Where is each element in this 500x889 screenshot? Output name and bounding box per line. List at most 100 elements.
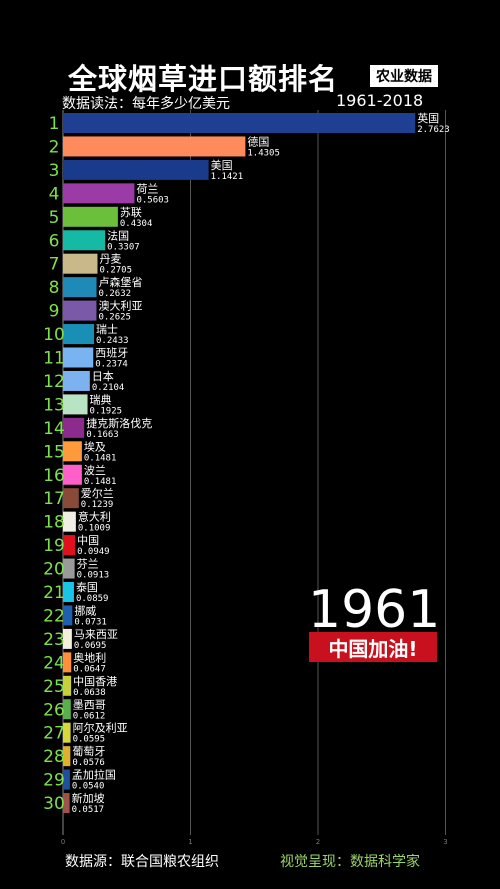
value-label: 1.4305	[247, 148, 280, 158]
value-label: 0.2374	[95, 360, 128, 370]
value-label: 0.0859	[76, 594, 109, 604]
chart-subtitle: 数据读法：每年多少亿美元	[62, 96, 230, 112]
rank-label: 5	[49, 208, 60, 228]
country-label: 奥地利	[73, 650, 106, 664]
country-label: 卢森堡省	[99, 275, 143, 289]
rank-label: 29	[43, 771, 65, 791]
rank-label: 9	[49, 302, 60, 322]
country-label: 中国香港	[73, 675, 117, 688]
country-label: 美国	[211, 159, 233, 172]
bar	[63, 628, 72, 649]
country-label: 法国	[107, 228, 129, 242]
rank-label: 16	[43, 466, 65, 486]
value-label: 0.1009	[78, 524, 111, 534]
country-label: 苏联	[120, 206, 142, 219]
value-label: 2.7623	[417, 125, 450, 135]
value-label: 1.1421	[211, 172, 244, 182]
country-label: 泰国	[76, 580, 98, 594]
bar	[63, 582, 74, 602]
country-label: 墨西哥	[73, 698, 106, 711]
bar	[63, 300, 97, 321]
country-label: 马来西亚	[74, 628, 118, 641]
value-label: 0.2632	[99, 289, 132, 299]
category-badge: 农业数据	[370, 65, 438, 87]
rank-label: 8	[49, 278, 60, 298]
bar	[63, 558, 75, 579]
bar	[63, 535, 76, 556]
value-label: 0.2705	[99, 266, 132, 276]
bar	[63, 511, 76, 532]
rank-label: 10	[43, 325, 65, 345]
bar	[63, 652, 72, 673]
bar	[63, 441, 82, 462]
rank-label: 27	[43, 724, 65, 744]
value-label: 0.2625	[98, 313, 131, 323]
rank-label: 19	[43, 536, 65, 556]
country-label: 意大利	[78, 510, 111, 524]
country-label: 瑞典	[90, 392, 112, 406]
bar	[63, 488, 79, 509]
value-label: 0.0517	[72, 805, 105, 815]
rank-label: 15	[43, 442, 65, 462]
bar	[63, 417, 85, 438]
country-label: 孟加拉国	[72, 768, 116, 782]
value-label: 0.0638	[73, 688, 106, 698]
country-label: 芬兰	[77, 558, 99, 571]
bar	[63, 699, 71, 720]
rank-label: 14	[43, 419, 65, 439]
bar	[63, 464, 82, 485]
value-label: 0.1925	[90, 406, 123, 416]
year-range: 1961-2018	[336, 91, 424, 110]
bar	[63, 324, 95, 345]
country-label: 澳大利亚	[98, 299, 142, 313]
country-label: 阿尔及利亚	[73, 722, 128, 735]
value-label: 0.0731	[74, 617, 107, 627]
bar	[63, 793, 70, 814]
chart-title: 全球烟草进口额排名	[68, 62, 339, 96]
country-label: 荷兰	[136, 182, 158, 195]
value-label: 0.0647	[73, 664, 106, 674]
country-label: 埃及	[84, 439, 106, 453]
country-label: 中国	[77, 534, 99, 547]
value-label: 0.1481	[84, 453, 117, 463]
rank-label: 24	[43, 653, 65, 673]
data-source: 数据源：联合国粮农组织	[65, 854, 219, 870]
rank-label: 1	[49, 114, 60, 134]
bar	[63, 253, 98, 274]
bar	[63, 370, 90, 391]
value-label: 0.1239	[81, 500, 114, 510]
value-label: 0.0612	[73, 711, 106, 721]
value-label: 0.0695	[74, 641, 107, 651]
bar	[63, 230, 106, 251]
value-label: 0.2433	[96, 336, 129, 346]
rank-label: 25	[43, 677, 65, 697]
value-label: 0.0576	[72, 758, 105, 768]
value-label: 0.5603	[136, 195, 169, 205]
country-label: 波兰	[84, 464, 106, 477]
bar	[63, 394, 88, 415]
bar	[63, 113, 416, 133]
current-year: 1961	[308, 580, 441, 640]
country-label: 丹麦	[99, 253, 121, 266]
bar	[63, 675, 72, 696]
rank-label: 6	[49, 231, 60, 251]
value-label: 0.0540	[72, 782, 105, 792]
value-label: 0.0949	[77, 547, 110, 557]
rank-label: 18	[43, 513, 65, 533]
value-label: 0.1663	[86, 430, 119, 440]
country-label: 瑞士	[96, 322, 118, 336]
x-tick-label: 0	[61, 838, 65, 846]
bar	[63, 136, 246, 157]
rank-label: 11	[43, 349, 65, 369]
rank-label: 22	[43, 606, 65, 626]
bar	[63, 159, 209, 180]
rank-label: 7	[49, 255, 60, 275]
rank-label: 4	[49, 184, 60, 204]
value-label: 0.0913	[77, 571, 110, 581]
rank-label: 17	[43, 489, 65, 509]
bar	[63, 206, 118, 227]
bar	[63, 277, 97, 298]
country-label: 英国	[417, 111, 439, 125]
rank-label: 2	[49, 137, 60, 157]
